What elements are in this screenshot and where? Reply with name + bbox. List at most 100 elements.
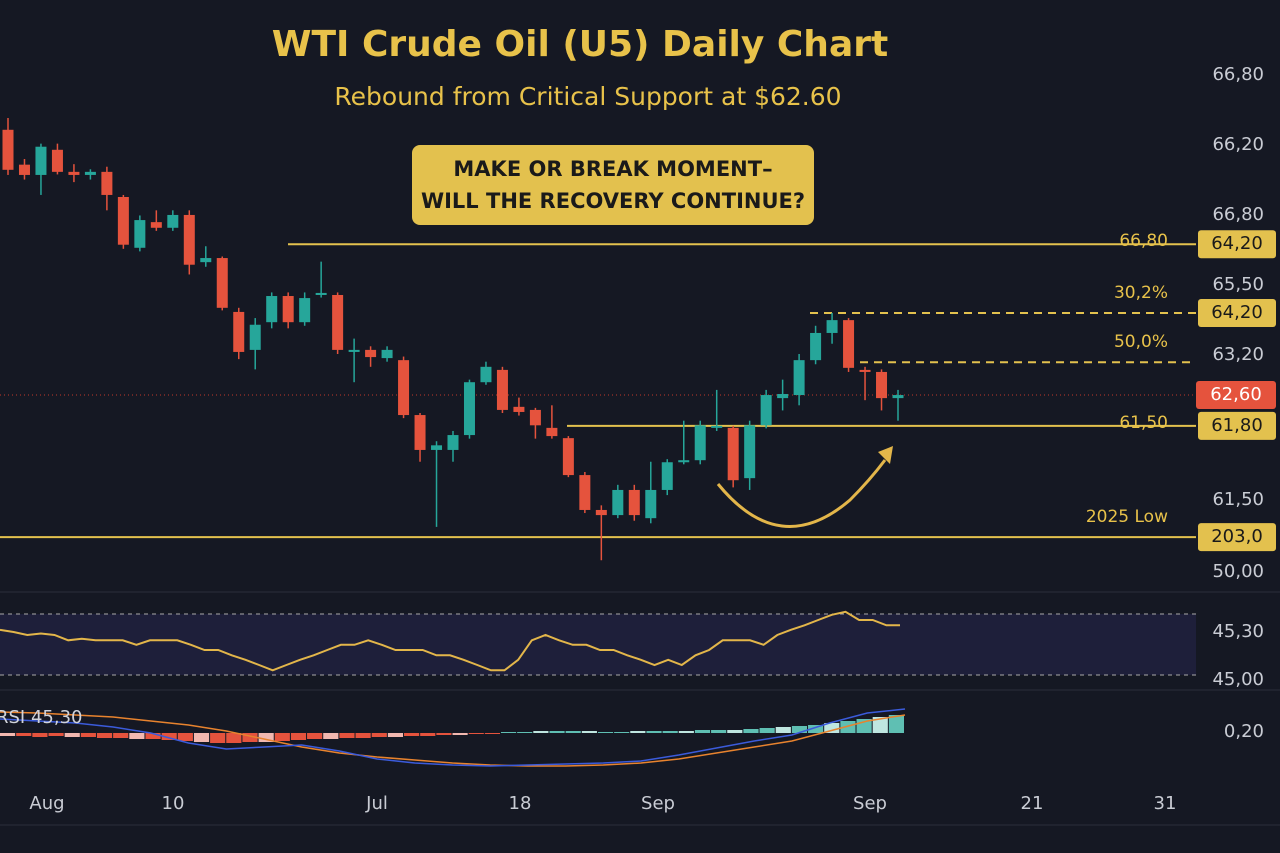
histogram-bar [96,733,113,738]
x-tick-label: Aug [29,793,64,814]
level-box [1198,230,1276,259]
histogram-bar [597,732,614,733]
histogram-bar [161,733,177,740]
candle-body [150,222,162,228]
histogram-bar [48,733,64,736]
histogram-bar [565,731,581,733]
histogram-bar [371,733,387,737]
histogram-bar [64,733,80,737]
candle-body [183,214,195,265]
candle-body [431,445,443,450]
candle-body [2,129,14,170]
histogram-bar [694,730,711,733]
candle-body [892,395,904,399]
level-box [1198,411,1276,440]
candle-body [513,406,525,412]
current-price-label: 62,60 [1210,384,1262,405]
candle-body [876,371,888,399]
histogram-bar [517,732,533,733]
candle-body [843,320,855,368]
oscillator-line [0,610,900,672]
histogram-bar [646,731,662,733]
candle-body [101,171,113,195]
candle-body [233,311,245,352]
level-label: 61,50 [1119,413,1168,433]
histogram-bar [500,732,517,733]
candle-body [595,509,607,516]
oscillator-label: 45,00 [1212,669,1264,690]
histogram-bar [630,731,646,733]
histogram-bar [581,731,597,733]
candle-body [694,425,706,461]
histogram-bar [872,717,888,733]
candle-body [200,258,212,263]
histogram-bar [210,733,226,743]
histogram-bar [387,733,404,737]
candle-body [365,349,377,358]
candle-body [744,425,756,479]
macd-line [0,708,906,767]
price-label: 66,20 [1212,134,1264,155]
histogram-bar [824,723,840,733]
level-label: 66,80 [1119,231,1168,251]
level-box-label: 64,20 [1211,302,1263,323]
macd-legend: RSI 45,30 [0,707,83,728]
histogram-bar [226,733,242,743]
candle-body [562,438,574,476]
histogram-bar [759,728,775,733]
histogram-bar [242,733,258,742]
candle-body [398,360,410,416]
x-tick-label: Sep [853,793,887,814]
candle-body [529,409,541,426]
x-tick-label: 10 [162,793,185,814]
histogram-bar [840,721,856,733]
level-label: 30,2% [1114,283,1168,303]
histogram-bar [808,725,824,733]
callout-text: WILL THE RECOVERY CONTINUE? [421,189,805,213]
oscillator-band [0,614,1196,675]
callout-text: MAKE OR BREAK MOMENT– [453,157,772,181]
chart-subtitle: Rebound from Critical Support at $62.60 [334,82,841,111]
candle-body [579,475,591,510]
candle-body [84,171,96,175]
histogram-bar [129,733,145,739]
candle-body [51,149,63,172]
candle-body [777,394,789,399]
macd-label: 0,20 [1224,721,1264,742]
candle-body [810,332,822,361]
histogram-bar [743,729,759,733]
level-label: 2025 Low [1086,507,1168,527]
candle-body [793,360,805,396]
x-tick-label: 18 [509,793,532,814]
histogram-bar [484,733,500,734]
level-label: 50,0% [1114,332,1168,352]
candle-body [18,164,30,175]
histogram-bar [290,733,307,740]
candle-body [447,435,459,450]
histogram-bar [177,733,193,741]
candle-body [381,349,393,359]
level-box-label: 64,20 [1211,233,1263,254]
histogram-bar [193,733,210,742]
histogram-bar [16,733,32,736]
histogram-bar [404,733,420,736]
level-box-label: 61,80 [1211,415,1263,436]
histogram-bar [711,730,727,733]
histogram-bar [468,733,484,734]
histogram-bar [420,733,436,736]
candle-body [249,324,261,350]
candle-body [546,427,558,437]
histogram-bar [258,733,274,742]
candle-body [315,292,327,295]
candle-body [826,320,838,333]
oscillator-label: 45,30 [1212,621,1264,642]
histogram-bar [32,733,48,737]
candle-body [612,489,624,516]
histogram-bar [775,727,791,733]
histogram-bar [436,733,452,735]
price-label: 63,20 [1212,344,1264,365]
price-label: 66,80 [1212,204,1264,225]
histogram-bar [145,733,161,739]
current-price-box [1196,381,1276,410]
histogram-bar [662,731,678,733]
